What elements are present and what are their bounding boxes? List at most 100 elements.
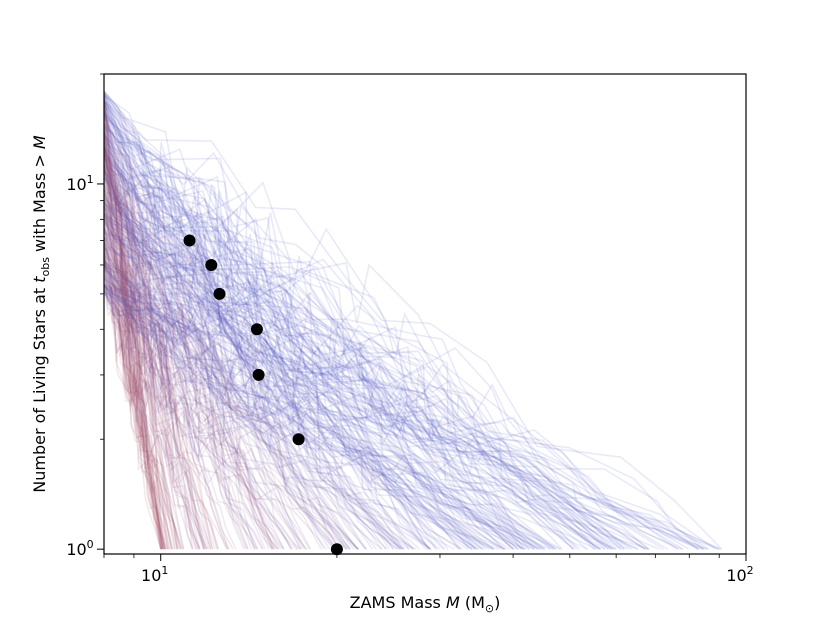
simulated-curve — [104, 91, 614, 550]
simulated-curve — [104, 279, 499, 550]
simulated-curve — [104, 146, 176, 550]
simulated-curve — [104, 156, 342, 550]
simulated-curve — [104, 190, 536, 550]
simulated-curve — [104, 97, 387, 550]
simulated-curve — [104, 281, 523, 550]
simulated-curve — [104, 110, 430, 550]
simulated-curve — [104, 266, 417, 550]
simulated-curve — [104, 171, 612, 550]
simulated-curve — [104, 285, 648, 550]
simulated-curve — [104, 93, 530, 550]
simulated-curve — [104, 160, 402, 550]
simulated-curve — [104, 116, 164, 550]
simulated-curve — [104, 250, 166, 550]
simulated-curve — [104, 154, 285, 550]
simulated-curve — [104, 125, 539, 550]
simulated-curve — [104, 242, 410, 550]
simulated-curve — [104, 260, 258, 550]
simulated-curve — [104, 283, 699, 550]
simulated-curve — [104, 105, 164, 550]
simulated-curve — [104, 284, 431, 550]
simulated-curve — [104, 257, 230, 550]
simulated-curve — [104, 189, 520, 550]
simulated-curve — [104, 247, 495, 550]
simulated-curve — [104, 293, 351, 550]
simulated-curve — [104, 208, 350, 550]
simulated-curve — [104, 136, 476, 550]
simulated-curve — [104, 190, 312, 550]
simulated-curve — [104, 275, 421, 550]
simulated-curve — [104, 164, 437, 550]
simulated-curve — [104, 286, 201, 550]
simulated-curve — [104, 167, 162, 550]
simulated-curve — [104, 99, 201, 550]
simulated-curve — [104, 143, 678, 550]
simulated-curve — [104, 150, 170, 550]
simulated-curve — [104, 138, 171, 550]
simulated-curve — [104, 229, 274, 550]
simulated-curve — [104, 253, 201, 550]
simulated-curve — [104, 204, 555, 550]
simulated-curve — [104, 227, 707, 550]
observed-points — [183, 234, 343, 556]
simulated-curve — [104, 122, 275, 550]
simulated-curve — [104, 165, 219, 550]
simulated-curve — [104, 107, 340, 550]
simulated-curve — [104, 148, 622, 550]
simulated-curve — [104, 165, 279, 550]
simulated-curve — [104, 159, 322, 550]
simulated-curve — [104, 291, 544, 550]
simulated-curve — [104, 118, 511, 550]
x-tick-label: 102 — [726, 564, 753, 585]
simulated-curve — [104, 286, 542, 550]
simulated-curve — [104, 241, 301, 550]
simulated-curve — [104, 193, 360, 550]
simulated-curve — [104, 93, 164, 550]
simulated-curve — [104, 198, 524, 550]
simulated-curve — [104, 157, 722, 550]
simulated-curve — [104, 224, 205, 550]
simulated-curve — [104, 247, 209, 550]
simulated-curve — [104, 229, 285, 550]
simulated-curve — [104, 263, 535, 550]
simulated-curve — [104, 205, 464, 550]
simulated-curve — [104, 232, 690, 550]
simulated-curve — [104, 246, 264, 550]
simulated-curve — [104, 113, 625, 550]
simulated-curve — [104, 262, 519, 550]
simulated-curve — [104, 195, 336, 550]
simulated-curve — [104, 223, 639, 550]
simulated-curve — [104, 289, 378, 550]
simulated-curve — [104, 140, 214, 550]
simulated-curve — [104, 163, 179, 550]
simulated-curve — [104, 161, 468, 550]
simulated-curve — [104, 90, 304, 550]
y-tick-label: 101 — [66, 173, 93, 194]
simulated-curve — [104, 249, 359, 550]
simulated-curve — [104, 250, 173, 550]
simulated-curve — [104, 149, 218, 550]
simulated-curve — [104, 169, 348, 550]
simulated-curve — [104, 127, 449, 550]
simulated-curve — [104, 216, 228, 550]
simulated-curve — [104, 263, 298, 550]
simulated-curve — [104, 284, 720, 550]
simulated-curve — [104, 102, 266, 550]
simulated-curve — [104, 140, 331, 550]
simulated-curve — [104, 184, 646, 550]
simulated-curve — [104, 235, 256, 550]
simulated-curve — [104, 195, 178, 550]
simulated-curve — [104, 271, 275, 550]
simulated-curve — [104, 199, 531, 550]
simulated-curve — [104, 277, 399, 550]
simulated-curve — [104, 213, 162, 550]
simulated-curve — [104, 197, 495, 550]
simulated-curve — [104, 291, 597, 550]
simulated-curve — [104, 241, 308, 550]
simulated-curve — [104, 178, 351, 550]
simulated-curve — [104, 283, 526, 550]
simulated-curve — [104, 292, 455, 550]
simulated-curve — [104, 165, 563, 550]
data-point — [205, 259, 218, 271]
